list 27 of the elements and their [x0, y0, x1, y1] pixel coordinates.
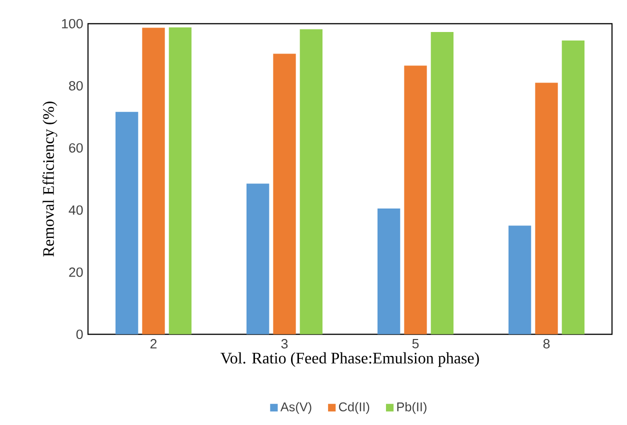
bar [535, 82, 558, 334]
bar [273, 54, 296, 334]
y-tick-label: 40 [68, 205, 83, 215]
bar [562, 40, 585, 334]
x-tick-label: 8 [543, 339, 550, 348]
x-tick-label: 5 [412, 339, 419, 348]
bar [142, 28, 165, 334]
x-tick-label: 2 [150, 339, 157, 348]
bar [116, 112, 138, 334]
y-tick-label: 80 [69, 81, 83, 91]
bar [508, 226, 532, 334]
x-axis-title: Vol. Ratio (Feed Phase:Emulsion phase) [220, 352, 479, 367]
y-tick-label: 0 [76, 330, 83, 340]
legend-label: Pb(II) [397, 402, 426, 414]
x-tick-label: 3 [281, 339, 288, 348]
bar [430, 32, 454, 334]
y-tick-label: 100 [62, 18, 83, 28]
legend-label: As(V) [280, 402, 312, 414]
y-tick-label: 20 [69, 267, 83, 277]
y-axis-title: Removal Efficiency (%) [42, 102, 58, 257]
bar [378, 208, 400, 334]
bar [300, 29, 323, 334]
y-tick-label: 60 [69, 143, 83, 153]
bar [404, 66, 427, 334]
legend-label: Cd(II) [338, 402, 370, 414]
bar [246, 184, 270, 334]
bar [168, 27, 192, 334]
